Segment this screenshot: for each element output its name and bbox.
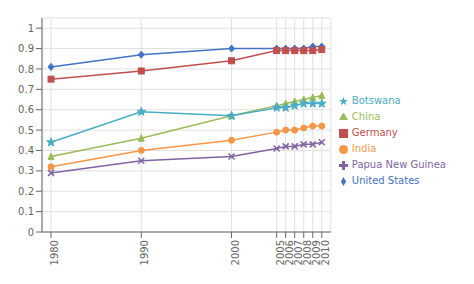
svg-text:0.3: 0.3 (18, 165, 34, 176)
svg-text:0.8: 0.8 (18, 64, 34, 75)
svg-text:2010: 2010 (320, 240, 331, 265)
html-text:Germany: Germany (351, 127, 398, 138)
html-text:Botswana: Botswana (351, 95, 401, 106)
svg-text:2005: 2005 (274, 240, 286, 266)
svg-text:2008: 2008 (301, 240, 313, 266)
svg-text:0.9: 0.9 (18, 43, 34, 54)
svg-text:2006: 2006 (283, 240, 295, 266)
svg-text:2007: 2007 (292, 240, 304, 266)
html-text:Papua New Guinea: Papua New Guinea (351, 159, 446, 170)
html-text:United States: United States (351, 175, 420, 186)
svg-text:1990: 1990 (139, 240, 150, 265)
svg-text:0.6: 0.6 (18, 104, 34, 115)
svg-text:2000: 2000 (230, 240, 241, 265)
svg-text:0.4: 0.4 (18, 145, 34, 156)
svg-text:0.1: 0.1 (18, 206, 34, 217)
svg-text:1980: 1980 (49, 240, 60, 265)
svg-text:0: 0 (28, 227, 34, 238)
svg-text:0.2: 0.2 (18, 186, 34, 197)
html-text:China: China (351, 111, 381, 122)
svg-text:1: 1 (28, 23, 34, 34)
svg-text:2009: 2009 (310, 240, 322, 266)
html-text:India: India (351, 143, 377, 154)
svg-text:0.5: 0.5 (18, 125, 34, 136)
svg-text:0.7: 0.7 (18, 84, 34, 95)
